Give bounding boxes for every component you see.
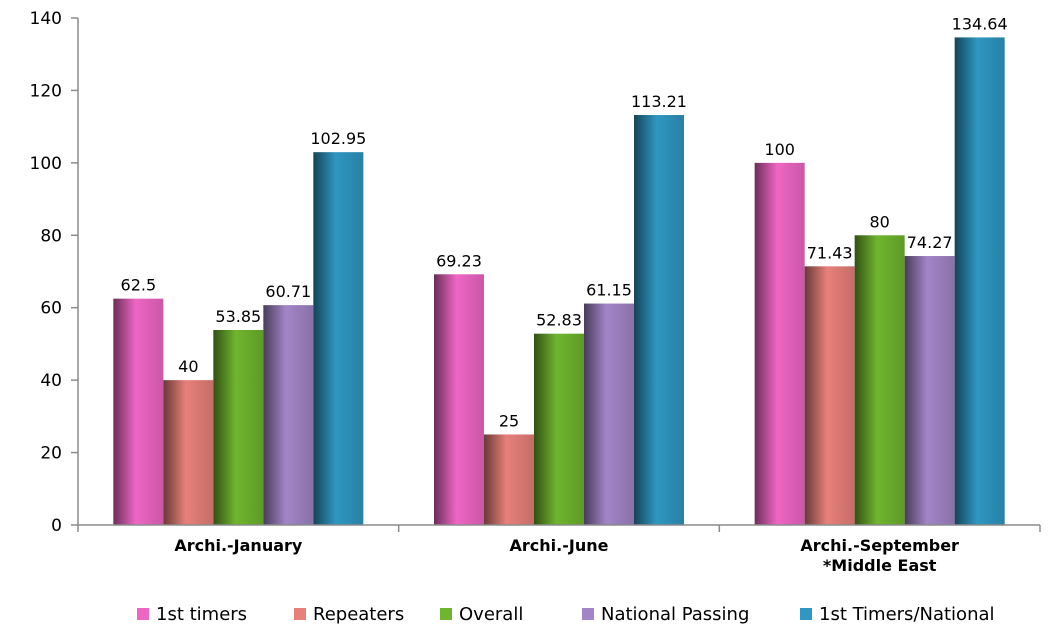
legend-swatch [582, 608, 594, 620]
legend-label: 1st Timers/National [819, 604, 995, 625]
y-tick-label: 40 [40, 371, 62, 391]
legend-label: 1st timers [156, 604, 247, 625]
category-label: Archi.-June [510, 536, 609, 555]
bar [313, 152, 364, 525]
legend-swatch [294, 608, 306, 620]
bar [854, 235, 905, 526]
category-label: Archi.-January [174, 536, 303, 555]
legend-label: Overall [459, 604, 523, 625]
data-label: 69.23 [436, 251, 482, 270]
bar [163, 380, 214, 525]
bar [534, 333, 584, 525]
y-tick-label: 100 [30, 154, 62, 174]
y-axis: 0 20 40 60 80 100 120 140 [30, 9, 79, 536]
bar [634, 115, 684, 526]
data-label: 40 [178, 357, 198, 376]
data-label: 134.64 [952, 14, 1008, 33]
bar [804, 266, 855, 525]
data-label: 71.43 [807, 243, 853, 262]
data-label: 25 [499, 411, 519, 430]
y-tick-label: 120 [30, 81, 62, 101]
data-label: 113.21 [631, 92, 687, 111]
legend-swatch [440, 608, 452, 620]
legend-label: Repeaters [313, 604, 404, 625]
y-tick-label: 20 [40, 444, 62, 464]
bar [213, 329, 264, 525]
category-label: *Middle East [823, 556, 937, 575]
bar [904, 256, 955, 525]
y-tick-label: 0 [51, 516, 62, 536]
data-label: 80 [869, 212, 889, 231]
bar [954, 37, 1005, 525]
bar [484, 434, 534, 525]
bar [754, 162, 805, 525]
legend-swatch [800, 608, 812, 620]
data-label: 53.85 [215, 307, 261, 326]
bar [434, 274, 484, 525]
category-label: Archi.-September [800, 536, 959, 555]
y-tick-label: 60 [40, 299, 62, 319]
data-label: 52.83 [536, 311, 582, 330]
x-axis: Archi.-January Archi.-June Archi.-Septembe… [77, 524, 1041, 575]
data-label: 74.27 [907, 233, 953, 252]
data-label: 61.15 [586, 281, 632, 300]
legend-swatch [137, 608, 149, 620]
legend-label: National Passing [601, 604, 749, 625]
bar [584, 303, 634, 525]
data-label: 102.95 [310, 129, 366, 148]
bar [263, 305, 314, 525]
bar [113, 298, 164, 525]
data-label: 60.71 [265, 282, 311, 301]
data-label: 100 [764, 140, 795, 159]
legend: 1st timers Repeaters Overall National Passi… [137, 604, 995, 625]
data-label: 62.5 [121, 276, 157, 295]
y-tick-label: 80 [40, 226, 62, 246]
y-tick-label: 140 [30, 9, 62, 29]
